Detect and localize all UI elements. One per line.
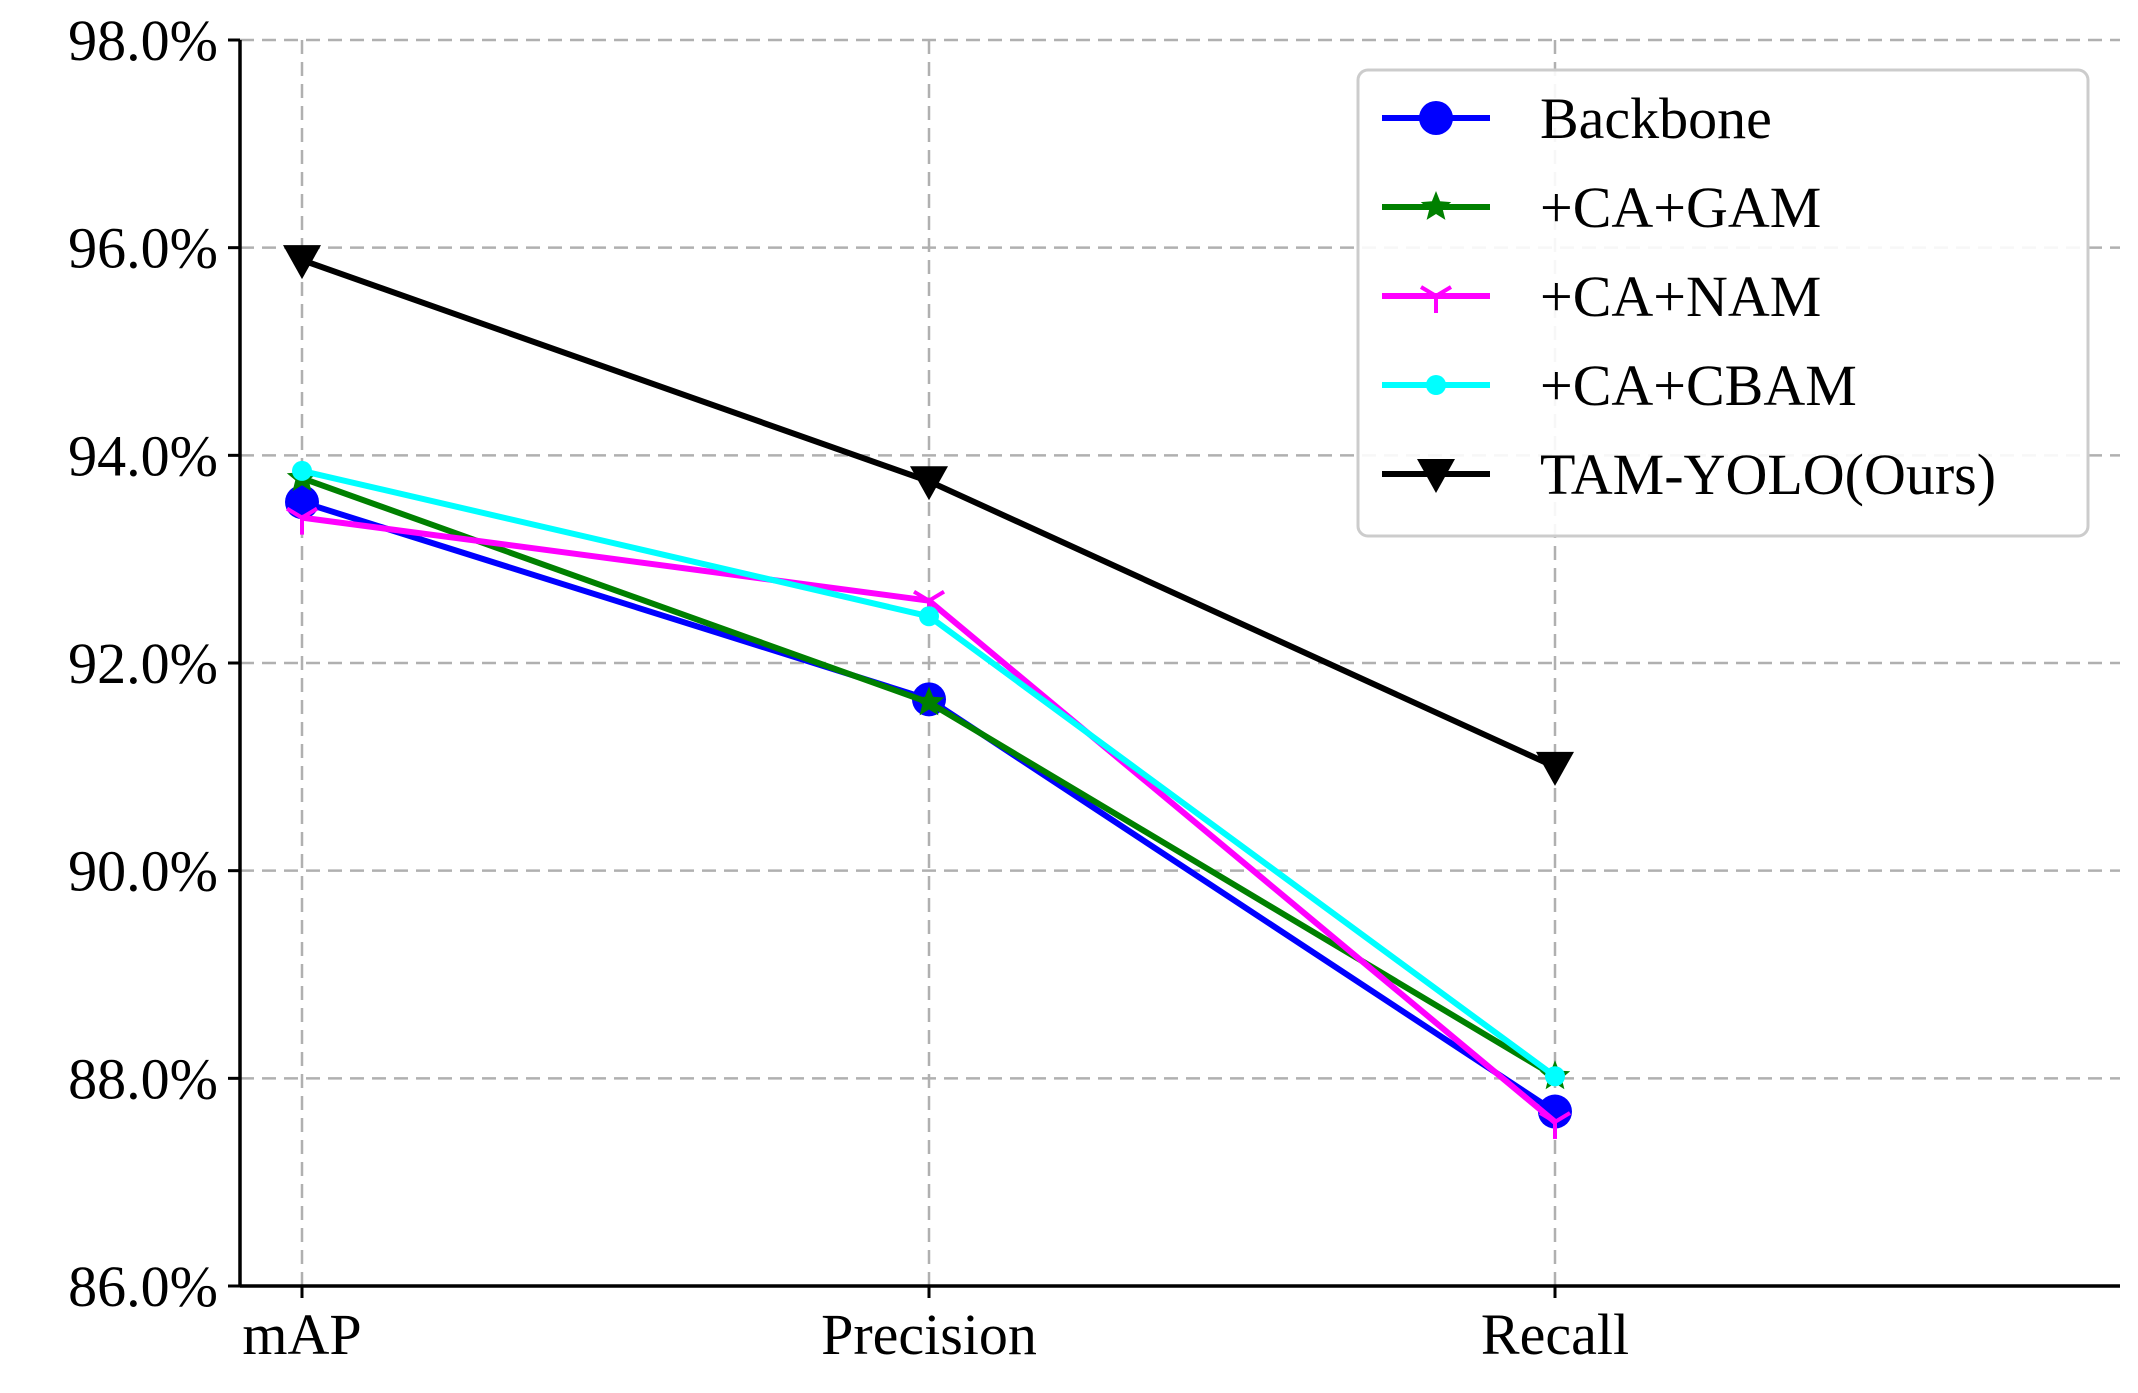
legend-marker-stroke bbox=[1419, 285, 1438, 298]
legend-marker bbox=[1417, 459, 1455, 493]
series-2 bbox=[285, 506, 1572, 1139]
y-tick-label: 92.0% bbox=[68, 631, 218, 696]
data-point bbox=[292, 460, 312, 481]
legend-entry: +CA+GAM bbox=[1382, 175, 1821, 240]
legend-marker bbox=[1419, 285, 1453, 313]
data-point bbox=[283, 245, 321, 280]
y-tick-label: 88.0% bbox=[68, 1046, 218, 1111]
legend-label: +CA+NAM bbox=[1540, 264, 1821, 329]
data-point bbox=[1538, 1094, 1572, 1129]
x-tick-label: Precision bbox=[821, 1302, 1037, 1367]
series-3 bbox=[292, 460, 1565, 1087]
y-tick-label: 94.0% bbox=[68, 423, 218, 488]
legend-label: TAM-YOLO(Ours) bbox=[1540, 442, 1996, 507]
data-point bbox=[285, 485, 319, 520]
legend-entry: TAM-YOLO(Ours) bbox=[1382, 442, 1996, 507]
legend-label: Backbone bbox=[1540, 86, 1772, 151]
data-point bbox=[1538, 1111, 1572, 1139]
y-tick-label: 98.0% bbox=[68, 8, 218, 73]
y-tick-label: 90.0% bbox=[68, 839, 218, 904]
legend-marker bbox=[1426, 375, 1446, 395]
legend-entry: +CA+CBAM bbox=[1382, 353, 1857, 418]
legend-marker-stroke bbox=[1434, 285, 1453, 298]
data-point bbox=[913, 686, 945, 716]
data-point bbox=[285, 506, 319, 535]
data-point-stroke bbox=[912, 589, 931, 603]
data-point-stroke bbox=[927, 589, 946, 603]
legend-frame bbox=[1356, 68, 2090, 538]
y-tick-label: 86.0% bbox=[68, 1254, 218, 1319]
data-point-stroke bbox=[300, 506, 319, 520]
data-point bbox=[1545, 1066, 1565, 1087]
tick-labels: 86.0% 88.0% 90.0% 92.0% 94.0% 96.0% 98.0% mAP Pr… bbox=[68, 8, 1629, 1367]
y-tick-label: 96.0% bbox=[68, 216, 218, 281]
legend-label: +CA+GAM bbox=[1540, 175, 1821, 240]
data-point bbox=[910, 466, 948, 501]
legend: Backbone +CA+GAM +CA+NAM +CA+CBAM TAM-YOLO(O… bbox=[1356, 68, 2090, 538]
data-point-stroke bbox=[1538, 1111, 1557, 1124]
x-tick-label: mAP bbox=[242, 1302, 361, 1367]
series-lines bbox=[283, 245, 1574, 1139]
legend-label: +CA+CBAM bbox=[1540, 353, 1857, 418]
series-4 bbox=[283, 245, 1574, 786]
data-point-stroke bbox=[285, 506, 304, 520]
data-point bbox=[1536, 751, 1574, 786]
legend-marker bbox=[1420, 191, 1452, 220]
x-tick-label: Recall bbox=[1481, 1302, 1629, 1367]
data-point bbox=[919, 606, 939, 627]
legend-entry: Backbone bbox=[1382, 86, 1772, 151]
legend-entry: +CA+NAM bbox=[1382, 264, 1821, 329]
data-point-stroke bbox=[1553, 1111, 1572, 1124]
legend-marker bbox=[1419, 101, 1453, 135]
